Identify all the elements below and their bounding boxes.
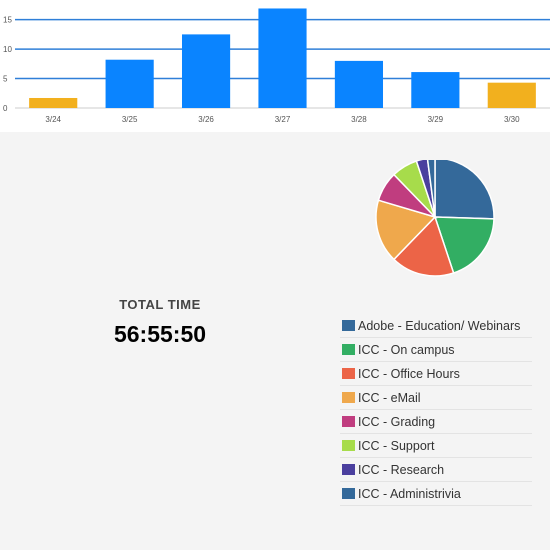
legend-swatch	[342, 488, 355, 499]
y-tick-label: 15	[3, 16, 12, 25]
legend-item[interactable]: ICC - Office Hours	[340, 362, 532, 386]
bar[interactable]	[105, 59, 154, 108]
bar[interactable]	[29, 97, 78, 108]
y-tick-label: 0	[3, 104, 8, 113]
x-tick-label: 3/24	[45, 115, 61, 124]
pie-slice[interactable]	[415, 160, 436, 218]
pie-slice[interactable]	[433, 216, 495, 274]
total-time-block: TOTAL TIME 56:55:50	[60, 297, 260, 348]
pie-slice[interactable]	[375, 199, 437, 261]
legend-swatch	[342, 416, 355, 427]
legend-swatch	[342, 392, 355, 403]
y-tick-label: 5	[3, 75, 8, 84]
x-tick-label: 3/26	[198, 115, 214, 124]
legend-item[interactable]: ICC - Grading	[340, 410, 532, 434]
x-tick-label: 3/29	[428, 115, 444, 124]
legend-label: ICC - eMail	[358, 390, 421, 405]
bar[interactable]	[181, 34, 231, 109]
legend-label: ICC - Office Hours	[358, 366, 460, 381]
total-time-label: TOTAL TIME	[119, 297, 201, 312]
bar[interactable]	[487, 82, 536, 108]
legend-swatch	[342, 320, 355, 331]
category-pie-chart	[375, 160, 495, 277]
legend-label: Adobe - Education/ Webinars	[358, 318, 521, 333]
x-tick-label: 3/30	[504, 115, 520, 124]
pie-slice[interactable]	[434, 160, 495, 220]
legend-item[interactable]: ICC - eMail	[340, 386, 532, 410]
bar[interactable]	[258, 8, 307, 109]
legend-item[interactable]: Adobe - Education/ Webinars	[340, 314, 532, 338]
x-tick-label: 3/25	[122, 115, 138, 124]
legend-item[interactable]: ICC - Support	[340, 434, 532, 458]
pie-legend: Adobe - Education/ Webinars ICC - On cam…	[340, 314, 532, 506]
legend-swatch	[342, 440, 355, 451]
legend-swatch	[342, 344, 355, 355]
legend-label: ICC - Research	[358, 462, 445, 477]
y-tick-label: 10	[3, 45, 12, 54]
legend-item[interactable]: ICC - Research	[340, 458, 532, 482]
pie-slice[interactable]	[392, 215, 455, 277]
daily-bar-chart: 0 5 10 15 3/24 3/25 3/26 3/27 3/28 3/29 3/30	[3, 8, 550, 124]
legend-swatch	[342, 368, 355, 379]
total-time-value: 56:55:50	[113, 321, 207, 347]
legend-item[interactable]: ICC - Administrivia	[340, 482, 532, 506]
bar[interactable]	[411, 72, 460, 108]
daily-bar-chart-panel: 0 5 10 15 3/24 3/25 3/26 3/27 3/28 3/29 3/30	[0, 0, 550, 132]
legend-item[interactable]: ICC - On campus	[340, 338, 532, 362]
pie-slice[interactable]	[426, 160, 436, 218]
legend-label: ICC - Administrivia	[358, 486, 461, 501]
legend-swatch	[342, 464, 355, 475]
legend-label: ICC - On campus	[358, 342, 455, 357]
legend-label: ICC - Grading	[358, 414, 436, 429]
x-tick-label: 3/28	[351, 115, 367, 124]
x-tick-label: 3/27	[275, 115, 291, 124]
legend-label: ICC - Support	[358, 438, 435, 453]
bar[interactable]	[334, 60, 384, 108]
